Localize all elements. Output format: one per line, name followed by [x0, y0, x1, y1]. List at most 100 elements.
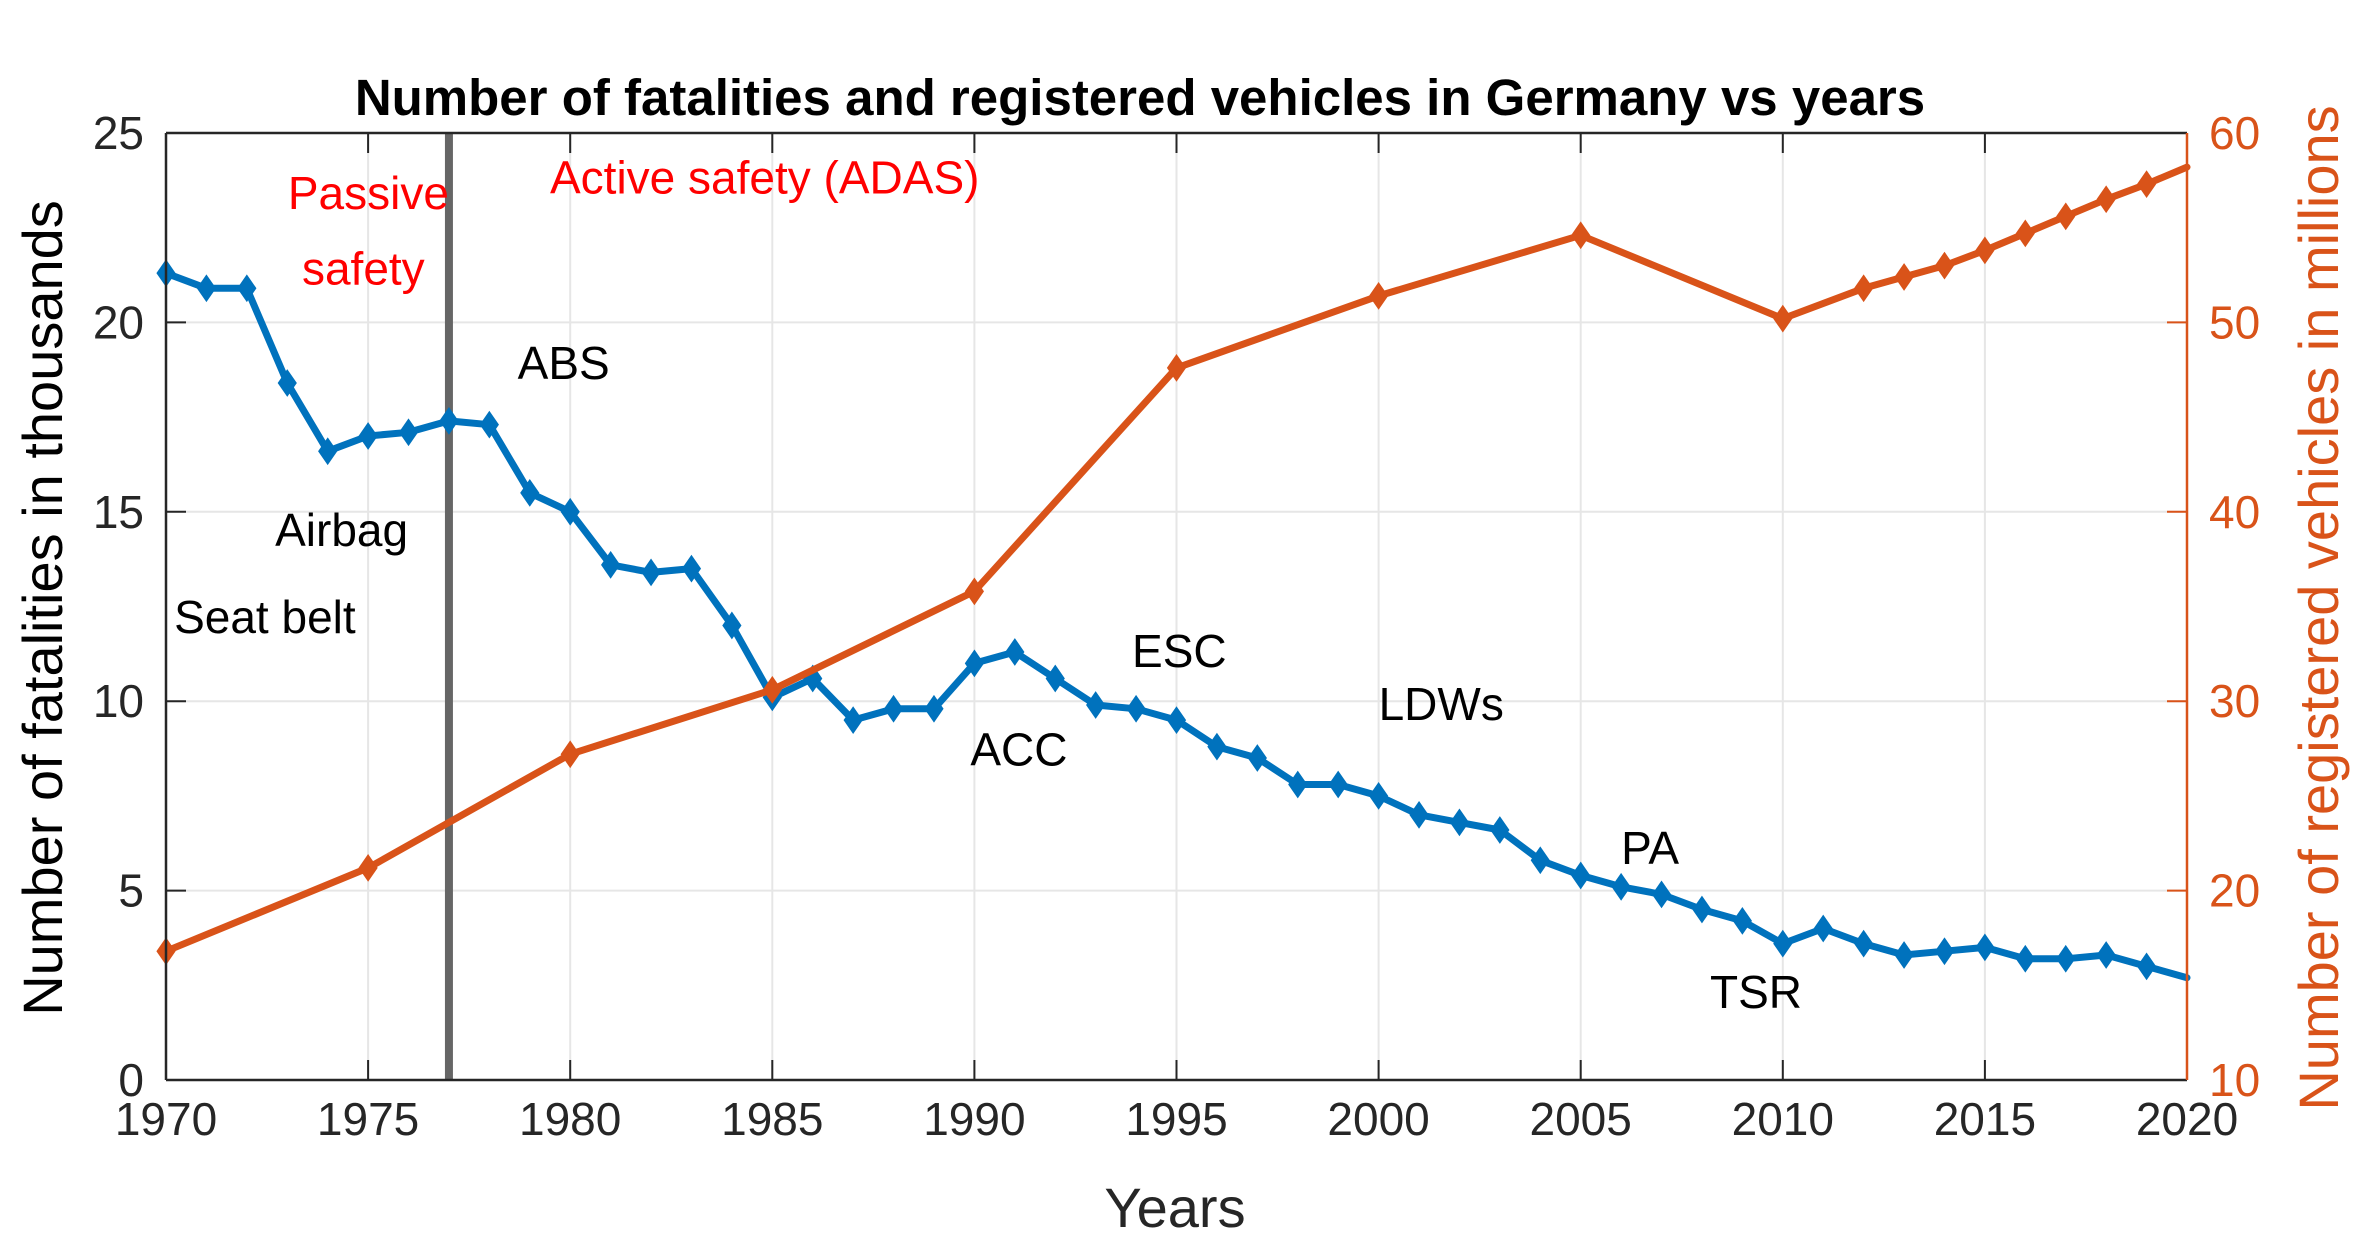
y-right-tick-label: 20	[2209, 865, 2260, 917]
vehicles-data-point	[2096, 185, 2116, 214]
vehicles-data-point	[1854, 274, 1874, 303]
y-right-tick-label: 60	[2209, 107, 2260, 159]
annotation-label: safety	[302, 243, 425, 295]
vehicles-data-point	[1894, 263, 1914, 291]
fatalities-data-point	[1409, 800, 1429, 829]
fatalities-data-point	[1086, 691, 1106, 719]
x-tick-label: 2010	[1732, 1093, 1834, 1145]
fatalities-data-point	[1651, 880, 1672, 909]
fatalities-data-point	[1773, 929, 1793, 958]
fatalities-data-point	[1288, 770, 1308, 799]
fatalities-data-point	[1732, 907, 1752, 935]
fatalities-data-point	[1449, 808, 1470, 837]
y-right-tick-label: 40	[2209, 486, 2260, 538]
fatalities-data-point	[358, 422, 378, 450]
fatalities-data-point	[560, 497, 580, 526]
vehicles-data-point	[358, 853, 378, 882]
fatalities-data-point	[1328, 770, 1348, 799]
vehicles-data-point	[1934, 251, 1955, 280]
annotation-label: TSR	[1710, 966, 1802, 1018]
fatalities-data-point	[1005, 638, 1025, 666]
series-layer	[156, 163, 2191, 982]
fatalities-data-point	[2136, 952, 2157, 981]
fatalities-data-point	[439, 407, 459, 435]
fatalities-data-point	[1166, 706, 1187, 735]
vehicles-data-point	[1975, 236, 1995, 265]
annotation-label: Passive	[288, 167, 449, 219]
x-tick-label: 1980	[519, 1093, 621, 1145]
x-tick-label: 2005	[1530, 1093, 1632, 1145]
y-left-tick-label: 25	[93, 107, 144, 159]
fatalities-data-point	[1611, 872, 1631, 901]
y-left-tick-label: 0	[118, 1054, 144, 1106]
y-right-tick-label: 10	[2209, 1054, 2260, 1106]
fatalities-data-point	[2096, 941, 2116, 969]
annotation-label: LDWs	[1379, 678, 1504, 730]
fatalities-data-point	[398, 418, 419, 447]
x-tick-label: 2000	[1327, 1093, 1429, 1145]
annotation-label: ABS	[518, 337, 610, 389]
y-axis-right-label: Number of registered vehicles in million…	[2287, 105, 2350, 1110]
y-left-tick-label: 15	[93, 486, 144, 538]
fatalities-data-point	[883, 694, 904, 723]
annotation-label: Airbag	[275, 504, 408, 556]
x-tick-label: 2015	[1934, 1093, 2036, 1145]
fatalities-data-point	[479, 410, 499, 439]
fatalities-data-point	[601, 550, 621, 579]
vehicles-data-point	[964, 577, 985, 606]
fatalities-data-point	[1490, 816, 1510, 844]
annotation-label: Active safety (ADAS)	[550, 152, 979, 204]
chart-title: Number of fatalities and registered vehi…	[355, 69, 1925, 126]
x-tick-label: 2020	[2136, 1093, 2238, 1145]
fatalities-data-point	[641, 558, 661, 587]
fatalities-data-point	[681, 554, 702, 583]
fatalities-data-point	[843, 706, 863, 735]
fatalities-data-point	[1530, 846, 1550, 875]
x-tick-label: 1990	[923, 1093, 1025, 1145]
fatalities-data-point	[277, 369, 297, 397]
vehicles-data-point	[560, 740, 580, 769]
y-left-tick-label: 5	[118, 865, 144, 917]
x-axis-label: Years	[1104, 1176, 1245, 1239]
annotation-label: Seat belt	[174, 591, 356, 643]
fatalities-data-point	[1126, 694, 1146, 723]
fatalities-data-point	[1692, 895, 1712, 924]
y-right-tick-label: 30	[2209, 675, 2260, 727]
fatalities-data-point	[1368, 782, 1389, 810]
fatalities-data-point	[1207, 732, 1227, 761]
fatalities-data-point	[318, 437, 338, 466]
fatalities-data-point	[1571, 861, 1591, 890]
fatalities-data-point	[1247, 744, 1267, 772]
fatalities-data-point	[2015, 944, 2035, 973]
fatalities-data-point	[964, 649, 985, 678]
fatalities-data-point	[1975, 933, 1995, 962]
vehicles-data-point	[762, 675, 782, 704]
annotation-label: ACC	[970, 724, 1067, 776]
fatalities-data-point	[1854, 929, 1874, 958]
fatalities-data-point	[520, 478, 540, 507]
vehicles-data-point	[2136, 170, 2157, 199]
fatalities-data-point	[1934, 937, 1955, 966]
vehicles-data-point	[1166, 353, 1187, 382]
y-left-tick-label: 20	[93, 296, 144, 348]
axes: 1970 1975 1980 1985 1990 1995 2000 2005 2010 2015…	[93, 107, 2260, 1145]
y-axis-left-label: Number of fatalities in thousands	[11, 200, 74, 1016]
fatalities-data-point	[2056, 944, 2076, 973]
x-tick-label: 1970	[115, 1093, 217, 1145]
x-tick-label: 1985	[721, 1093, 823, 1145]
y-right-tick-label: 50	[2209, 296, 2260, 348]
x-tick-label: 1995	[1125, 1093, 1227, 1145]
vehicles-data-point	[1773, 304, 1793, 333]
y-left-tick-label: 10	[93, 675, 144, 727]
fatalities-data-point	[196, 274, 217, 303]
vehicles-data-point	[2056, 202, 2076, 231]
annotation-label: ESC	[1132, 625, 1227, 677]
vehicles-data-point	[2015, 219, 2035, 248]
fatalities-data-point	[237, 274, 257, 303]
vehicles-data-point	[1368, 282, 1389, 310]
fatalities-data-point	[924, 694, 944, 723]
fatalities-data-point	[1894, 941, 1914, 969]
fatalities-data-point	[722, 611, 742, 640]
